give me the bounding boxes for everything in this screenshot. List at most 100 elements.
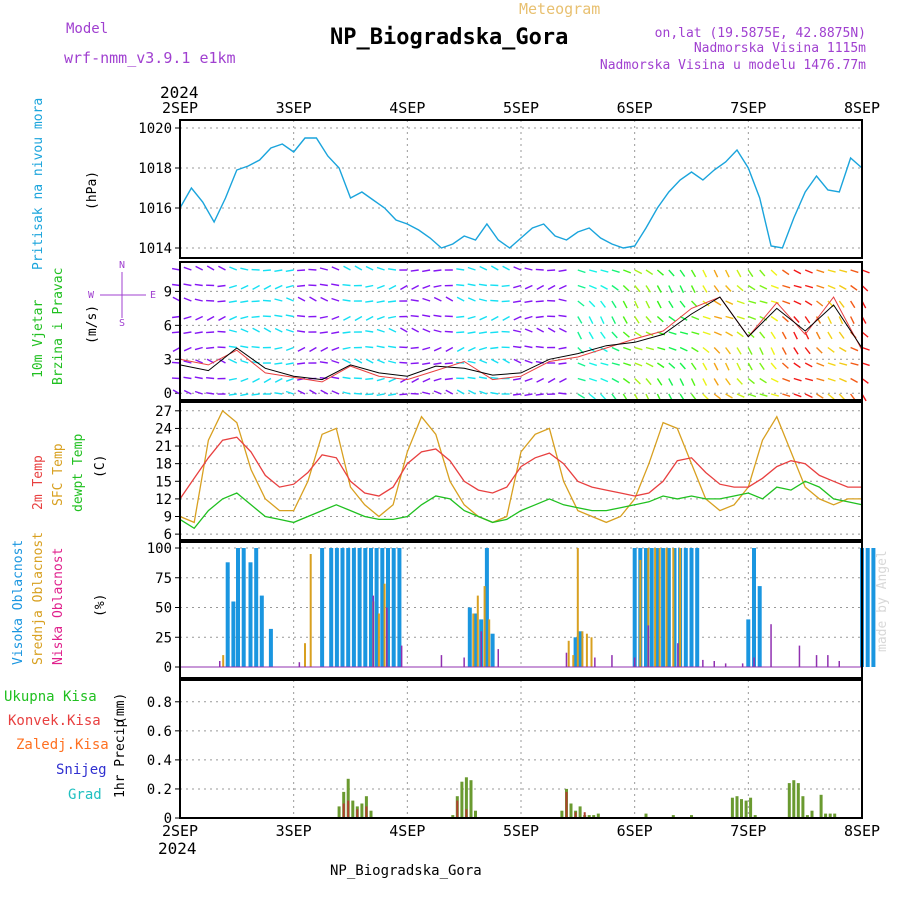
wind-barb <box>241 361 249 364</box>
wind-barb <box>612 363 620 365</box>
temp-ytick-label: 21 <box>155 439 172 455</box>
wind-barb <box>782 286 790 288</box>
wind-barb <box>206 348 214 349</box>
conv-rain-bar <box>465 809 467 818</box>
wind-barb <box>513 379 521 380</box>
wind-barb <box>794 317 799 323</box>
wind-barb <box>207 317 214 321</box>
wind-barb <box>669 363 675 368</box>
wind-barb <box>275 379 282 383</box>
wind-barb <box>794 332 798 339</box>
pressure-ytick-label: 1020 <box>138 121 172 137</box>
wind-barb <box>355 266 362 270</box>
wind-barb <box>839 348 846 352</box>
wind-barb <box>559 315 567 316</box>
model-name: wrf-nmm_v3.9.1 e1km <box>64 49 236 67</box>
low-cloud-bar <box>219 661 221 667</box>
wind-barb <box>514 317 521 320</box>
wind-barb <box>623 270 631 273</box>
wind-barb <box>714 348 720 354</box>
sfc-ylabel: SFC Temp <box>51 443 66 506</box>
wind-barb <box>274 270 282 271</box>
wind-barb <box>536 347 544 348</box>
wind-barb <box>503 266 510 270</box>
temp-unit: (C) <box>93 455 108 478</box>
high-cloud-bar <box>392 548 396 667</box>
wind-barb <box>434 348 441 351</box>
wind-barb <box>525 346 533 347</box>
wind-barb <box>559 393 567 394</box>
wind-barb <box>589 363 597 365</box>
wind-barb <box>184 332 192 333</box>
low-cloud-bar <box>770 624 772 667</box>
total-rain-bar <box>370 811 373 818</box>
wind-barb <box>537 379 544 383</box>
wind-barb <box>172 285 180 286</box>
high-cloud-bar <box>397 548 401 667</box>
wind-barb <box>851 363 859 365</box>
low-cloud-bar <box>816 655 818 667</box>
wind-barb <box>184 317 192 319</box>
wind-unit: (m/s) <box>85 305 100 344</box>
wind-barb <box>525 301 533 302</box>
precip-ytick-label: 0.2 <box>147 782 172 798</box>
wind-barb <box>241 317 249 319</box>
wind-barb <box>737 301 745 304</box>
wind-barb <box>332 317 339 320</box>
wind-barb <box>805 394 812 397</box>
wind-barb <box>635 301 638 308</box>
wind-barb <box>411 270 419 271</box>
high-cloud-bar <box>260 596 264 667</box>
top-day-label: 5SEP <box>503 99 539 117</box>
precip-unit: (mm) <box>113 693 128 724</box>
wind-barb <box>434 286 442 288</box>
wind-barb <box>817 363 825 366</box>
wind-barb <box>195 377 203 378</box>
wind-barb <box>828 394 834 399</box>
wind-barb <box>332 267 339 270</box>
total-rain-bar <box>360 804 363 819</box>
low-cloud-bar <box>481 631 483 667</box>
wind-barb <box>817 286 825 289</box>
wind-barb <box>623 363 631 365</box>
wind-barb <box>669 379 673 386</box>
wind-barb <box>794 286 802 288</box>
mid-cloud-bar <box>384 584 386 667</box>
wind-barb <box>635 379 641 385</box>
mid-cloud-bar <box>472 614 474 668</box>
wind-barb <box>851 301 855 308</box>
wind-ytick-label: 3 <box>164 352 172 368</box>
wind-barb <box>680 332 688 334</box>
total-rain-bar <box>801 796 804 818</box>
wind-barb <box>612 301 616 308</box>
legend-graupel: Grad <box>68 787 102 803</box>
wind-barb <box>229 394 237 395</box>
wind-barb <box>264 328 271 332</box>
wind-barb <box>525 286 532 289</box>
temp-frame <box>180 402 862 540</box>
wind-barb <box>680 379 684 386</box>
wind-barb <box>771 270 777 275</box>
total-rain-bar <box>731 798 734 818</box>
wind-barb <box>434 270 442 271</box>
wind-ylabel-line2: Brzina i Pravac <box>51 268 66 385</box>
legend-conv-rain: Konvek.Kisa <box>8 713 101 729</box>
wind-barb <box>817 379 825 381</box>
wind-barb <box>240 394 248 395</box>
wind-barb <box>184 267 192 270</box>
wind-barb <box>446 297 453 301</box>
wind-barb <box>400 286 407 290</box>
wind-barb <box>669 332 677 334</box>
wind-barb <box>321 298 328 302</box>
wind-barb <box>389 286 396 290</box>
wind-barb <box>320 332 328 333</box>
high-cloud-bar <box>329 548 333 667</box>
bottom-day-label: 5SEP <box>503 822 539 840</box>
legend-frozen-rain: Zaledj.Kisa <box>16 737 109 753</box>
wind-barb <box>310 348 317 352</box>
wind-barb <box>612 317 616 324</box>
wind-barb <box>714 301 721 305</box>
wind-barb <box>422 348 430 350</box>
wind-barb <box>445 379 453 380</box>
